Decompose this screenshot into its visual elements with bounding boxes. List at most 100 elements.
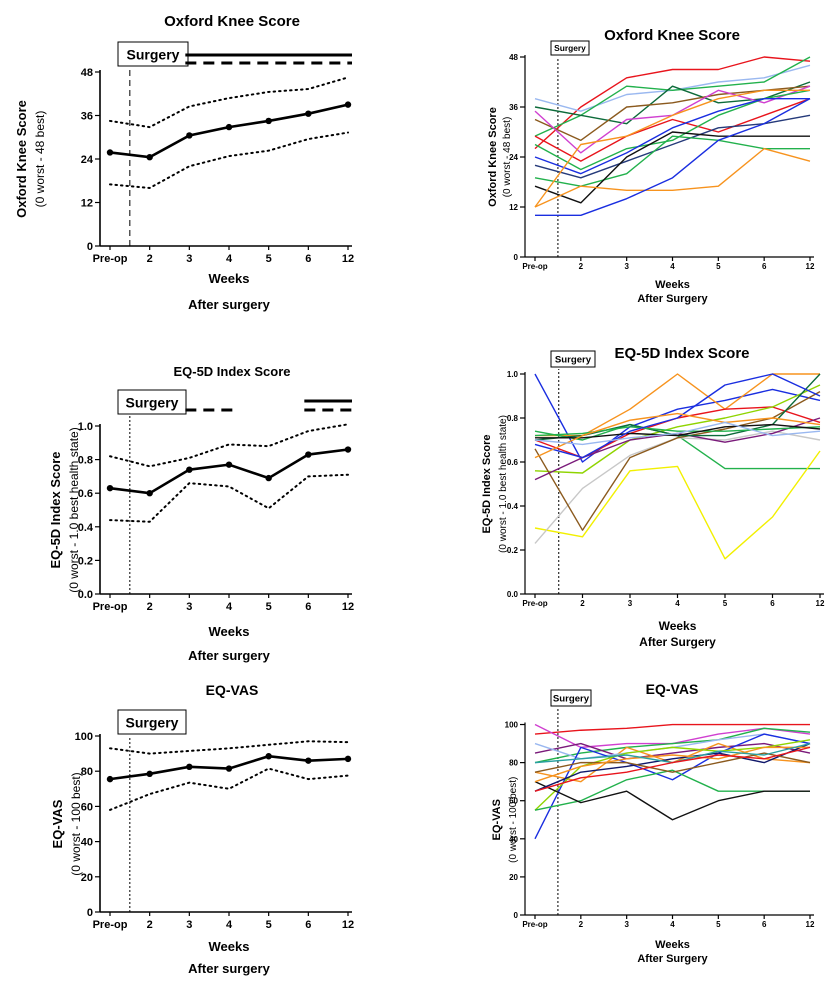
y-tick-label: 24 xyxy=(509,153,518,162)
mean-point xyxy=(344,101,352,108)
series-line xyxy=(534,727,811,764)
y-tick-label: 0.8 xyxy=(507,414,519,423)
chart-title: EQ-5D Index Score xyxy=(173,364,290,379)
series-line xyxy=(535,423,821,439)
series-line xyxy=(534,131,810,204)
x-axis-label: Weeks xyxy=(209,271,250,286)
y-tick-label: 40 xyxy=(509,835,518,844)
y-tick-label: 0.0 xyxy=(78,589,93,601)
x-tick-label: 6 xyxy=(305,253,311,265)
surgery-box xyxy=(117,709,187,735)
mean-point xyxy=(265,474,272,482)
y-axis-sublabel: (0 worst - 48 best) xyxy=(33,111,47,208)
series-line xyxy=(534,781,810,821)
mean-point xyxy=(186,132,193,139)
x-tick-label: Pre-op xyxy=(93,601,128,613)
x-axis-label: Weeks xyxy=(209,624,250,639)
ci-lower-line xyxy=(109,131,349,190)
surgery-label: Surgery xyxy=(555,355,592,366)
y-tick-label: 36 xyxy=(509,103,518,112)
y-axis-label: EQ-5D Index Score xyxy=(48,451,63,568)
x-tick-label: 5 xyxy=(716,262,721,271)
x-tick-label: 5 xyxy=(716,920,721,929)
series-line xyxy=(535,98,811,217)
y-axis-label: EQ-5D Index Score xyxy=(481,434,493,533)
x-tick-label: 6 xyxy=(305,601,311,613)
x-tick-label: 4 xyxy=(226,253,233,265)
x-tick-label: 5 xyxy=(266,253,272,265)
mean-point xyxy=(106,775,114,783)
y-tick-label: 100 xyxy=(75,731,93,743)
chart-title: EQ-VAS xyxy=(646,681,699,697)
y-axis-sublabel: (0 worst - 100 best) xyxy=(508,777,519,863)
x-axis-sublabel: After Surgery xyxy=(637,293,708,305)
mean-point xyxy=(225,461,233,468)
series-line xyxy=(534,135,810,187)
mean-point xyxy=(344,755,352,763)
surgery-box xyxy=(550,40,590,56)
surgery-label: Surgery xyxy=(127,46,180,62)
x-tick-label: 4 xyxy=(226,919,233,931)
series-line xyxy=(534,384,821,474)
x-tick-label: Pre-op xyxy=(522,262,547,271)
mean-point xyxy=(305,110,312,117)
ci-upper-line xyxy=(109,76,349,129)
series-line xyxy=(534,373,821,459)
chart-eq5d_mean: EQ-5D Index Score 0.0 0.2 0.4 0.6 0.8 1.0 Pre-o… xyxy=(48,364,354,663)
series-line xyxy=(534,114,811,179)
y-axis-label: Oxford Knee Score xyxy=(14,100,29,218)
x-tick-label: 6 xyxy=(762,920,767,929)
y-tick-label: 0.0 xyxy=(507,590,519,599)
mean-point xyxy=(146,153,153,161)
y-tick-label: 100 xyxy=(505,721,519,730)
mean-line xyxy=(109,448,349,495)
x-tick-label: 12 xyxy=(342,919,354,931)
x-tick-label: Pre-op xyxy=(93,919,128,931)
chart-title: EQ-VAS xyxy=(206,682,259,698)
surgery-box xyxy=(550,689,592,707)
x-axis-sublabel: After surgery xyxy=(188,297,270,312)
y-tick-label: 0 xyxy=(514,911,519,920)
x-tick-label: 2 xyxy=(579,920,584,929)
y-tick-label: 0 xyxy=(514,253,519,262)
series-line xyxy=(534,373,821,463)
y-tick-label: 0.8 xyxy=(78,455,93,467)
chart-eqvas_ind: EQ-VAS 0 20 40 60 80 100 Pre-op 2 3 4 5 6 12 Weeks Afte… xyxy=(491,681,815,965)
y-tick-label: 48 xyxy=(509,53,518,62)
mean-point xyxy=(344,446,352,453)
series-line xyxy=(534,89,810,208)
y-tick-label: 80 xyxy=(81,766,93,778)
mean-point xyxy=(305,757,312,764)
x-tick-label: 12 xyxy=(816,599,825,608)
y-tick-label: 40 xyxy=(81,837,93,849)
x-axis-sublabel: After surgery xyxy=(188,648,270,663)
x-tick-label: 4 xyxy=(226,601,233,613)
series-line xyxy=(534,746,811,792)
x-tick-label: Pre-op xyxy=(522,599,547,608)
series-line xyxy=(534,746,810,783)
chart-oks_mean: Oxford Knee Score 0 12 24 36 48 Pre-op 2 3 4 5 6 12 W… xyxy=(14,13,354,312)
series-line xyxy=(534,769,810,811)
mean-point xyxy=(225,123,233,131)
x-tick-label: Pre-op xyxy=(522,920,547,929)
y-axis-label: Oxford Knee Score xyxy=(487,107,499,207)
series-line xyxy=(534,733,811,840)
chart-eqvas_mean: EQ-VAS 0 20 40 60 80 100 Pre-op 2 3 4 5 6 12 Weeks Afte… xyxy=(50,682,354,976)
y-axis-sublabel: (0 worst - 1.0 best health state) xyxy=(67,427,81,592)
x-tick-label: 3 xyxy=(186,253,192,265)
mean-point xyxy=(146,770,153,778)
y-tick-label: 12 xyxy=(81,198,93,210)
y-tick-label: 48 xyxy=(81,67,93,79)
mean-line xyxy=(109,103,349,159)
y-tick-label: 0.4 xyxy=(507,502,519,511)
x-tick-label: 2 xyxy=(580,599,585,608)
x-axis-sublabel: After surgery xyxy=(188,961,270,976)
x-axis-label: Weeks xyxy=(655,939,690,951)
mean-point xyxy=(265,117,272,125)
ci-upper-line xyxy=(109,423,349,468)
y-tick-label: 1.0 xyxy=(507,370,519,379)
chart-title: Oxford Knee Score xyxy=(604,27,740,44)
x-axis-label: Weeks xyxy=(655,279,690,291)
